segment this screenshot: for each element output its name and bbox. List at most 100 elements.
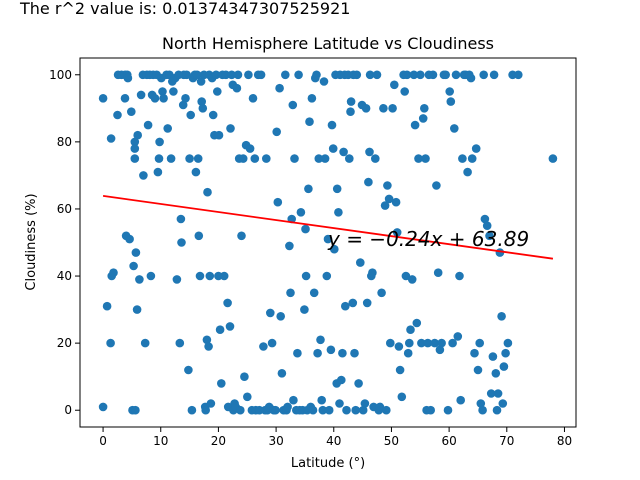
data-point (250, 154, 260, 163)
data-point (416, 70, 425, 80)
data-point (227, 70, 236, 80)
x-tick-label: 70 (499, 434, 514, 448)
data-point (360, 399, 370, 408)
data-point (273, 197, 283, 207)
data-point (154, 154, 164, 163)
data-point (129, 261, 138, 271)
y-tick-label: 20 (57, 336, 72, 350)
data-point (365, 70, 375, 80)
data-point (406, 325, 415, 335)
data-point (313, 348, 322, 358)
data-point (237, 231, 246, 241)
data-point (98, 94, 108, 103)
x-tick-label: 50 (384, 434, 399, 448)
data-point (403, 348, 413, 358)
plot-frame (79, 57, 577, 428)
data-point (120, 94, 130, 103)
data-point (198, 104, 208, 113)
data-point (430, 338, 440, 348)
data-point (185, 154, 194, 163)
data-point (327, 120, 337, 130)
data-point (420, 104, 429, 113)
data-point (133, 130, 142, 140)
data-point (304, 184, 313, 194)
data-point (213, 87, 222, 96)
data-point (441, 70, 451, 80)
data-point (193, 154, 203, 163)
data-point (380, 201, 390, 210)
data-point (401, 271, 411, 281)
data-point (407, 275, 417, 284)
data-point (337, 375, 346, 385)
data-point (244, 70, 253, 80)
data-point (191, 167, 201, 177)
data-point (293, 348, 302, 358)
data-point (346, 107, 355, 116)
data-point (342, 405, 351, 415)
data-point (392, 228, 402, 237)
data-point (455, 271, 464, 281)
data-point (130, 144, 140, 153)
data-point (178, 100, 188, 110)
data-point (281, 70, 290, 80)
data-point (294, 70, 303, 80)
data-points (98, 70, 558, 415)
data-point (548, 154, 558, 163)
data-point (482, 221, 492, 230)
data-point (338, 348, 347, 358)
x-axis: 0 10 20 30 40 50 60 70 80 (99, 427, 572, 448)
data-point (405, 338, 414, 348)
data-point (312, 70, 321, 80)
regression-line (102, 195, 554, 260)
data-point (169, 87, 178, 96)
data-point (412, 318, 422, 328)
data-point (314, 154, 324, 163)
data-point (475, 338, 485, 348)
data-point (395, 365, 405, 375)
data-point (379, 104, 388, 113)
data-point (384, 194, 394, 204)
data-point (410, 120, 420, 130)
data-point (499, 362, 509, 371)
r-squared-readout: The r^2 value is: 0.013743473075259​21 (19, 0, 350, 18)
data-point (466, 73, 476, 83)
data-point (150, 94, 160, 103)
data-point (320, 154, 330, 163)
data-point (435, 345, 445, 355)
data-point (362, 298, 372, 308)
data-point (267, 338, 277, 348)
data-point (277, 369, 287, 378)
data-point (463, 167, 472, 177)
data-point (324, 405, 334, 415)
data-point (238, 154, 248, 163)
data-point (182, 70, 191, 80)
data-point (316, 335, 325, 345)
data-point (305, 117, 314, 126)
data-point (130, 154, 140, 163)
data-point (330, 244, 339, 254)
data-point (136, 90, 146, 100)
data-point (202, 335, 212, 345)
data-point (98, 402, 108, 412)
data-point (414, 154, 423, 163)
data-point (176, 214, 186, 224)
data-point (301, 271, 311, 281)
data-point (443, 405, 453, 415)
data-point (226, 124, 235, 133)
data-point (214, 130, 224, 140)
data-point (135, 275, 144, 284)
data-point (341, 301, 350, 311)
data-point (196, 77, 206, 86)
data-point (155, 137, 164, 147)
data-point (275, 83, 284, 93)
data-point (276, 312, 286, 321)
regression-equation: y = −0.24x + 63.89 (327, 227, 529, 251)
data-point (123, 73, 133, 83)
data-point (166, 154, 176, 163)
data-point (143, 120, 153, 130)
data-point (348, 298, 358, 308)
data-point (364, 177, 373, 187)
y-tick-label: 60 (57, 202, 72, 216)
data-point (219, 271, 229, 281)
data-point (192, 70, 202, 80)
